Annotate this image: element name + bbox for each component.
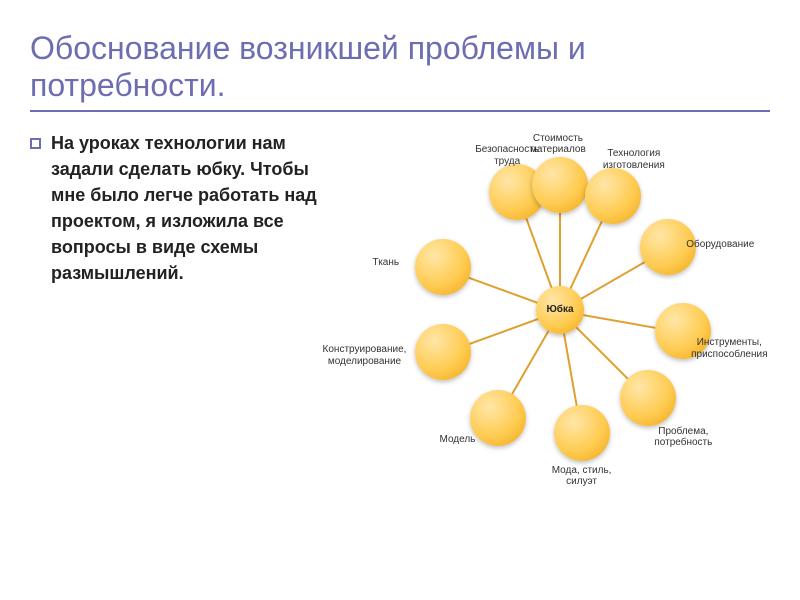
node-label: Инструменты, приспособления — [691, 337, 767, 360]
node-label: Конструирование, моделирование — [323, 344, 407, 367]
square-bullet-icon — [30, 138, 41, 149]
node-label: Модель — [440, 434, 476, 446]
node-label: Оборудование — [686, 239, 754, 251]
center-node: Юбка — [536, 286, 584, 334]
node-label: Ткань — [373, 257, 400, 269]
outer-node — [585, 168, 641, 224]
left-column: На уроках технологии нам задали сделать … — [30, 130, 340, 510]
content-row: На уроках технологии нам задали сделать … — [30, 130, 770, 510]
outer-node — [554, 405, 610, 461]
bullet-row: На уроках технологии нам задали сделать … — [30, 130, 340, 287]
node-label: Стоимость материалов — [530, 133, 586, 156]
slide: Обоснование возникшей проблемы и потребн… — [0, 0, 800, 600]
mindmap-diagram: Безопасность трудаСтоимость материаловТе… — [350, 110, 770, 510]
outer-node — [415, 324, 471, 380]
node-label: Проблема, потребность — [654, 426, 712, 449]
page-title: Обоснование возникшей проблемы и потребн… — [30, 30, 770, 112]
outer-node — [620, 370, 676, 426]
outer-node — [470, 390, 526, 446]
paragraph: На уроках технологии нам задали сделать … — [51, 130, 340, 287]
outer-node — [532, 157, 588, 213]
outer-node — [415, 239, 471, 295]
node-label: Технология изготовления — [603, 148, 665, 171]
node-label: Мода, стиль, силуэт — [552, 465, 612, 488]
